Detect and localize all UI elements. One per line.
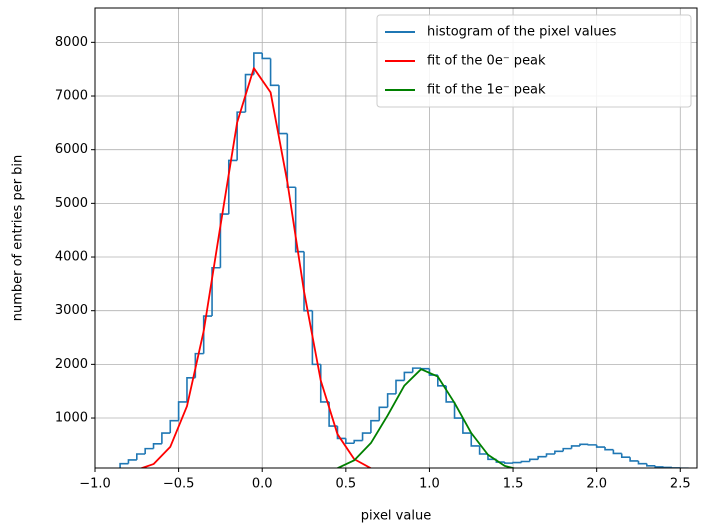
x-tick-label: 1.5	[503, 477, 524, 492]
histogram-bin	[269, 58, 279, 87]
histogram-bin	[637, 460, 647, 465]
histogram-bin	[604, 447, 614, 451]
legend-label: fit of the 0e⁻ peak	[427, 54, 546, 69]
y-tick-label: 2000	[55, 357, 88, 372]
fit-line	[139, 67, 375, 468]
y-tick-label: 6000	[55, 142, 88, 157]
histogram-bin	[629, 457, 639, 462]
histogram-bin	[261, 53, 271, 60]
legend-label: histogram of the pixel values	[427, 25, 617, 40]
y-axis-label: number of entries per bin	[11, 155, 26, 322]
x-tick-label: 0.0	[252, 477, 273, 492]
histogram-bin	[386, 393, 396, 408]
histogram-bin	[136, 453, 146, 460]
histogram-bin	[219, 213, 229, 268]
histogram-bin	[654, 465, 664, 468]
histogram-bin	[595, 444, 606, 448]
fit-line	[333, 368, 517, 468]
histogram-bin	[161, 432, 171, 444]
histogram-bin	[612, 449, 622, 455]
histogram-bin	[587, 444, 597, 446]
histogram-bin	[646, 463, 656, 467]
histogram-bin	[378, 406, 388, 421]
histogram-bin	[411, 367, 422, 373]
histogram-bin	[512, 461, 522, 464]
histogram-bin	[420, 367, 430, 370]
x-axis-label: pixel value	[361, 509, 431, 524]
histogram-bin	[303, 251, 313, 312]
histogram-bin	[152, 442, 162, 449]
histogram-bin	[395, 379, 405, 394]
histogram-bin	[169, 419, 179, 434]
histogram-bin	[336, 426, 346, 440]
histogram-bin	[286, 133, 296, 189]
histogram-bin	[177, 401, 187, 421]
y-tick-label: 4000	[55, 250, 88, 265]
histogram-bin	[227, 159, 238, 215]
y-tick-label: 5000	[55, 196, 88, 211]
x-tick-label: −1.0	[79, 477, 111, 492]
x-tick-label: 0.5	[335, 477, 356, 492]
y-tick-label: 1000	[55, 411, 88, 426]
x-tick-label: 1.0	[419, 477, 440, 492]
histogram-bin	[211, 266, 221, 317]
histogram-bin	[453, 401, 463, 419]
histogram-bin	[236, 111, 246, 161]
histogram-bin	[520, 460, 530, 463]
histogram-bin	[403, 371, 413, 381]
histogram-bin	[503, 462, 514, 464]
x-tick-label: 2.5	[670, 477, 691, 492]
histogram-bin	[353, 439, 363, 444]
histogram-bin	[119, 462, 129, 468]
y-tick-label: 3000	[55, 303, 88, 318]
histogram-bin	[528, 458, 539, 462]
histogram-bin	[554, 450, 564, 454]
legend-label: fit of the 1e⁻ peak	[427, 83, 546, 98]
histogram-bin	[361, 432, 371, 441]
histogram-bin	[294, 187, 305, 253]
histogram-bin	[345, 438, 355, 445]
histogram-bin	[462, 418, 472, 434]
y-tick-label: 8000	[55, 35, 88, 50]
histogram-bin	[202, 315, 213, 354]
histogram-bin	[127, 459, 137, 464]
histogram-bin	[478, 445, 488, 455]
x-tick-label: 2.0	[586, 477, 607, 492]
y-tick-label: 7000	[55, 89, 88, 104]
histogram-bin	[620, 453, 631, 459]
histogram-bin	[278, 85, 288, 135]
histogram-bin	[662, 466, 672, 468]
histogram-bin	[579, 443, 589, 446]
plot-area	[119, 52, 690, 468]
histogram-bin	[370, 419, 380, 434]
histogram-bin	[470, 433, 480, 447]
histogram-bin	[144, 447, 154, 454]
histogram-bin	[570, 445, 580, 449]
legend-box	[376, 14, 692, 108]
plot-frame	[94, 7, 698, 469]
x-tick-label: −0.5	[163, 477, 195, 492]
histogram-bin	[562, 447, 572, 452]
histogram-bin	[537, 455, 547, 460]
histogram-bin	[545, 453, 555, 457]
